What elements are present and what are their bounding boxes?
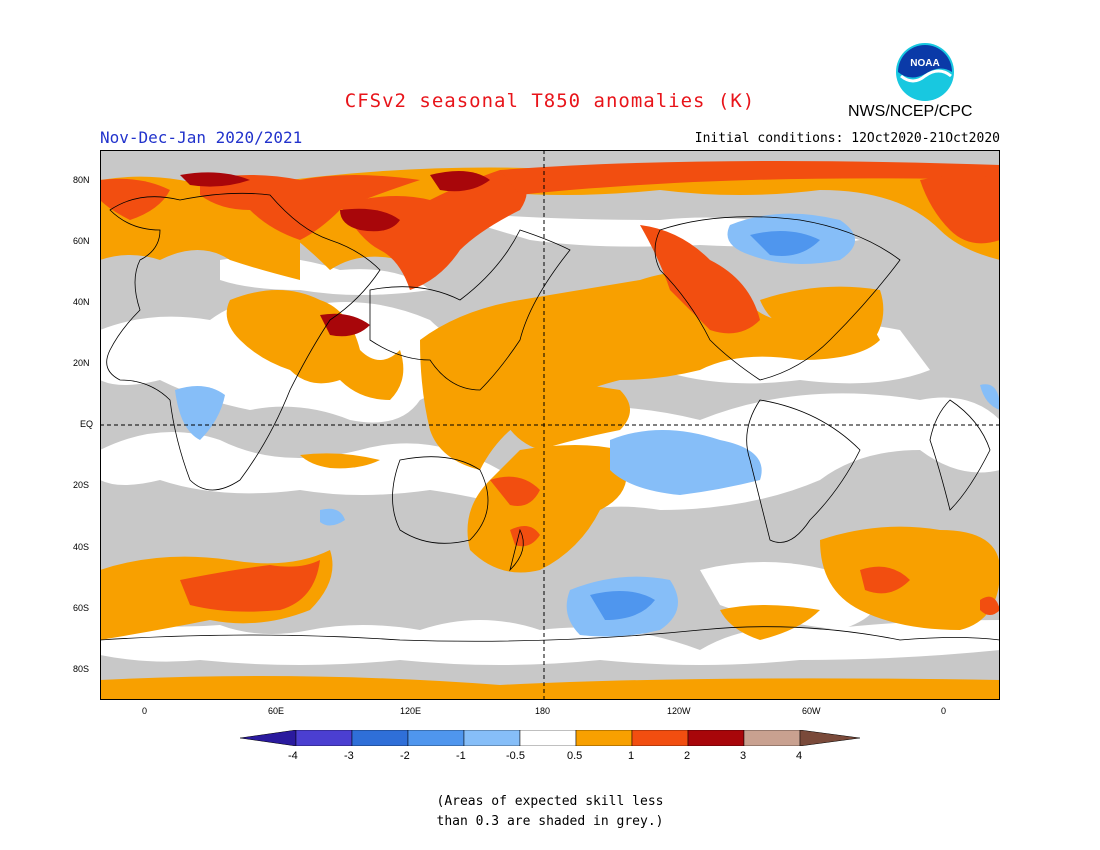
colorbar-segment [240, 730, 297, 746]
lon-label: 0 [941, 706, 947, 716]
skill-note: (Areas of expected skill less than 0.3 a… [0, 792, 1100, 832]
colorbar-tick: 4 [796, 750, 803, 762]
lat-label: 40N [73, 297, 90, 307]
colorbar-tick: 2 [684, 750, 691, 762]
colorbar-segment [687, 730, 745, 746]
colorbar [240, 730, 860, 746]
agency-label: NWS/NCEP/CPC [848, 103, 973, 120]
lon-label: 60E [268, 706, 285, 716]
colorbar-segment [463, 730, 521, 746]
colorbar-segment [407, 730, 465, 746]
colorbar-tick: -0.5 [506, 750, 525, 762]
lat-label: 80S [73, 664, 90, 674]
coastlines [100, 192, 1000, 642]
logo-text: NOAA [910, 58, 939, 69]
lon-label: 60W [802, 706, 821, 716]
lon-label: 0 [142, 706, 148, 716]
lat-label: 20S [73, 480, 90, 490]
initial-conditions-label: Initial conditions: 12Oct2020-21Oct2020 [694, 131, 1000, 146]
lon-label: 120W [667, 706, 691, 716]
colorbar-segment [351, 730, 409, 746]
lat-label: 60N [73, 236, 90, 246]
lat-label: 60S [73, 603, 90, 613]
anomaly-map [100, 150, 1000, 700]
colorbar-tick: 3 [740, 750, 747, 762]
season-label: Nov-Dec-Jan 2020/2021 [100, 128, 303, 147]
anomaly-0.5-1 [100, 165, 1000, 700]
lon-label: 120E [400, 706, 422, 716]
lat-label: 80N [73, 175, 90, 185]
colorbar-segment [799, 730, 860, 746]
skill-note-line: (Areas of expected skill less [436, 794, 664, 809]
map-frame [100, 150, 1000, 700]
colorbar-segment [295, 730, 353, 746]
noaa-logo: NOAA [895, 42, 955, 102]
lat-label: EQ [80, 419, 94, 429]
lat-label: 20N [73, 358, 90, 368]
anomaly-neg-1-2 [590, 231, 820, 620]
anomaly-1-2 [100, 161, 1000, 615]
colorbar-segment [631, 730, 689, 746]
colorbar-tick: -4 [288, 750, 298, 762]
colorbar-segment [743, 730, 801, 746]
colorbar-segment [575, 730, 633, 746]
colorbar-tick: -3 [344, 750, 354, 762]
anomaly-2-3 [180, 171, 490, 337]
lon-label: 180 [535, 706, 551, 716]
lat-label: 40S [73, 542, 90, 552]
colorbar-tick: -1 [456, 750, 466, 762]
colorbar-tick: -2 [400, 750, 410, 762]
colorbar-tick: 1 [628, 750, 635, 762]
colorbar-tick: 0.5 [567, 750, 583, 762]
skill-note-line: than 0.3 are shaded in grey.) [436, 814, 664, 829]
chart-title: CFSv2 seasonal T850 anomalies (K) [344, 90, 756, 112]
colorbar-segment [519, 730, 577, 746]
